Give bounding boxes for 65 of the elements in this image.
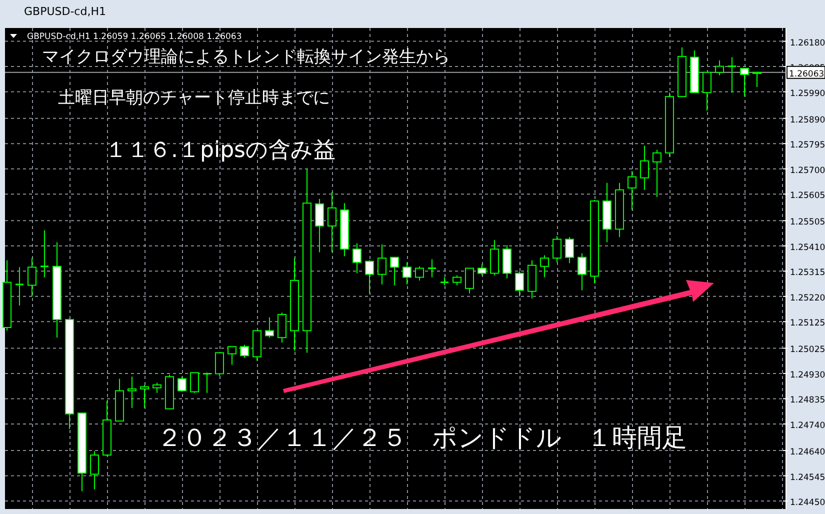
text: GBPUSD-cd,H1 1.26059 1.26065 1.26008 1.26063 [27, 32, 242, 42]
y-tick-label: 1.24545 [790, 472, 825, 483]
annotation: マイクロダウ理論によるトレンド転換サイン発生から [42, 47, 450, 67]
annotation: 土曜日早朝のチャート停止時までに [58, 88, 330, 108]
y-tick-label: 1.25410 [790, 242, 825, 253]
candlestick [278, 312, 286, 344]
candlestick [565, 236, 574, 264]
y-tick-label: 1.24930 [790, 370, 825, 380]
candlestick [652, 149, 662, 198]
y-tick-label: 1.25315 [790, 268, 825, 278]
candlestick [328, 191, 336, 253]
candlestick [240, 344, 249, 358]
y-tick-label: 1.25025 [790, 345, 825, 356]
candlestick [702, 72, 712, 112]
candlestick [315, 198, 324, 253]
y-tick-label: 1.25890 [790, 115, 825, 126]
candlestick [452, 274, 462, 286]
candlestick [152, 382, 162, 394]
candlestick [465, 268, 474, 294]
y-tick-label: 1.25605 [790, 191, 825, 202]
candlestick [190, 372, 199, 394]
candlestick [578, 252, 586, 291]
y-tick-label: 1.26180 [790, 38, 825, 48]
candlestick [14, 266, 24, 306]
y-tick-label: 1.24740 [790, 420, 825, 431]
y-tick-label: 1.25795 [790, 140, 825, 151]
candlestick [390, 256, 399, 286]
candlestick [40, 230, 50, 278]
annotation: ２０２３／１１／２５ ポンドドル １時間足 [157, 423, 687, 452]
candlestick [752, 71, 762, 88]
y-tick-label: 1.24835 [790, 396, 825, 406]
y-tick-label: 1.24640 [790, 448, 825, 458]
candlestick [378, 244, 386, 285]
candlestick [228, 346, 236, 366]
candlestick [640, 145, 649, 190]
candlestick [28, 258, 36, 297]
candlestick [478, 264, 486, 276]
candlestick [202, 372, 212, 394]
candlestick [352, 242, 362, 274]
y-tick-label: 1.25700 [790, 166, 825, 176]
y-tick-label: 1.25220 [790, 293, 825, 304]
ref-line-label: 1.26063 [789, 69, 824, 80]
candlestick [427, 258, 437, 278]
y-tick-label: 1.25125 [790, 318, 825, 329]
y-tick-label: 1.24450 [790, 498, 825, 508]
candlestick [415, 266, 424, 281]
y-tick-label: 1.25505 [790, 218, 825, 228]
chart-title: GBPUSD-cd,H1 [24, 5, 106, 18]
candlestick [715, 60, 724, 76]
candlestick [178, 376, 186, 392]
candlestick [140, 384, 149, 409]
candlestick [628, 170, 636, 211]
candlestick [215, 352, 224, 376]
candlestick [727, 56, 737, 94]
candlestick [740, 68, 749, 98]
candlestick [515, 270, 524, 297]
candlestick [90, 450, 99, 490]
candlestick [540, 254, 549, 278]
candlestick [365, 260, 374, 294]
candlestick [552, 236, 562, 263]
annotation: １１６.１pipsの含み益 [105, 138, 336, 163]
candlestick [402, 262, 412, 285]
y-tick-label: 1.25990 [790, 88, 825, 99]
candlestick [265, 316, 274, 338]
candlestick [128, 376, 136, 409]
